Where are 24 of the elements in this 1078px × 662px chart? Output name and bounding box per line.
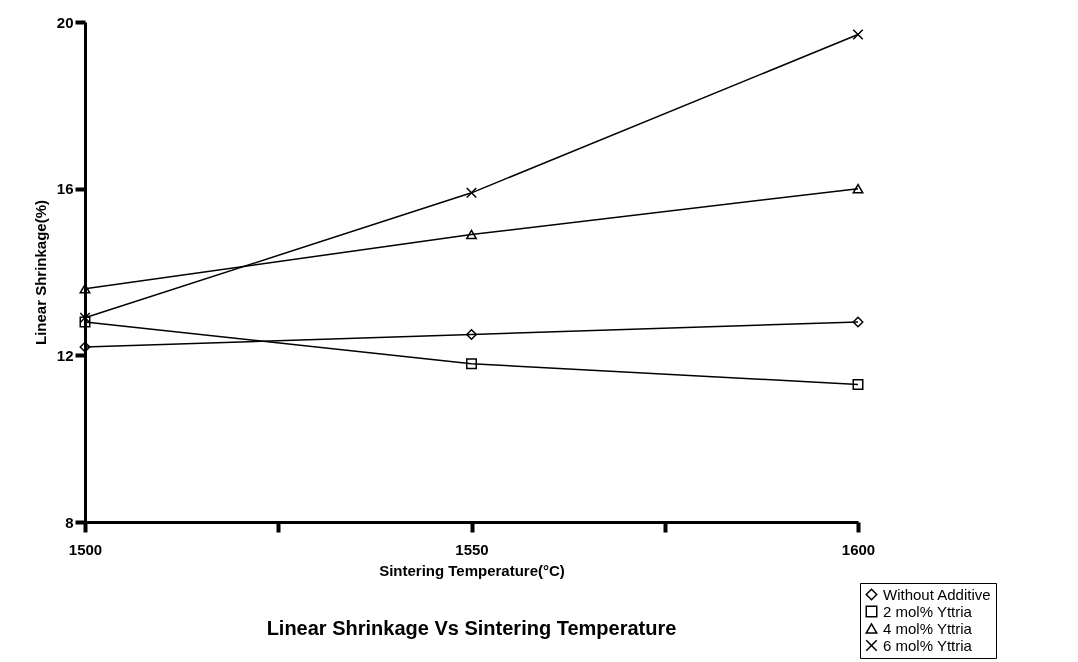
point [852, 29, 864, 40]
legend-label: 6 mol% Yttria [883, 636, 973, 654]
x-tick-label: 1600 [841, 540, 876, 558]
text: Linear Shrinkage Vs Sintering Temperature [266, 616, 677, 639]
point [79, 341, 91, 353]
point [466, 187, 477, 199]
x-tick-label: 1550 [455, 540, 489, 558]
x-tick-label: 1500 [68, 540, 103, 558]
legend-label: Without Additive [883, 585, 991, 603]
point [466, 358, 477, 370]
y-tick-label: 12 [56, 346, 74, 364]
y-tick-label: 20 [56, 13, 74, 31]
point [79, 316, 91, 328]
legend-label: 4 mol% Yttria [883, 619, 973, 637]
y-tick-label: 8 [65, 513, 74, 531]
point [852, 379, 864, 390]
point [852, 316, 864, 328]
x-axis-title: Sintering Temperature(°C) [379, 561, 565, 579]
point [852, 183, 864, 194]
legend-label: 2 mol% Yttria [883, 602, 973, 620]
point [466, 229, 477, 240]
y-axis-title: Linear Shrinkage(%) [31, 199, 49, 346]
y-tick-label: 16 [56, 180, 74, 198]
point [466, 329, 477, 340]
